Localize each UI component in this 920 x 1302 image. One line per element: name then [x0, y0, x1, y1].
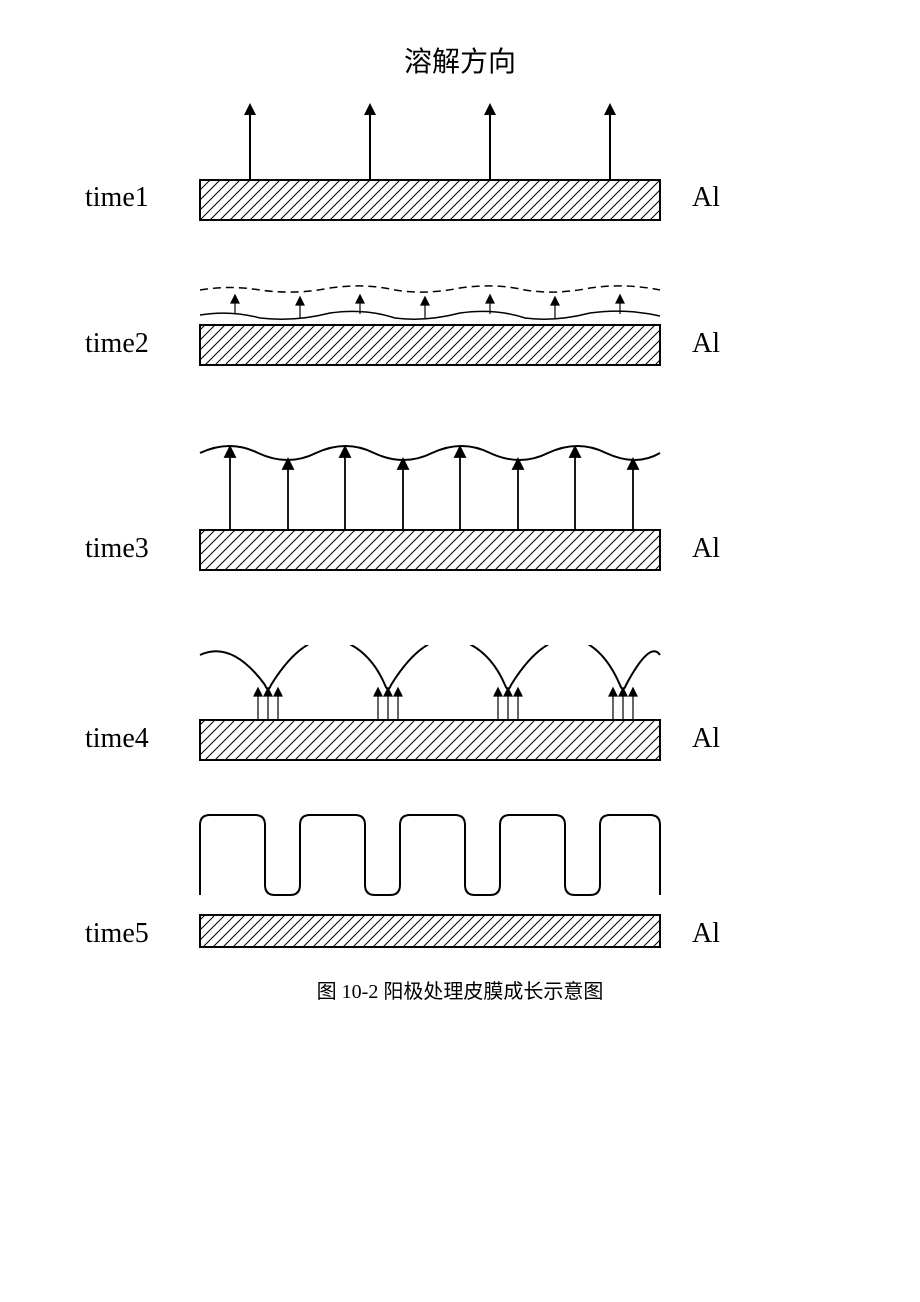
stage3-svg: [0, 435, 920, 595]
figure-caption: 图 10-2 阳极处理皮膜成长示意图: [0, 975, 920, 1004]
stage-time5: time5 Al: [0, 810, 920, 970]
stage-time3: time3 Al: [0, 435, 920, 595]
stage-time4: time4 Al: [0, 645, 920, 785]
stage4-svg: [0, 645, 920, 785]
stage-time1: time1 Al: [0, 100, 920, 240]
stage-time2: time2 Al: [0, 280, 920, 390]
diagram-title: 溶解方向: [0, 40, 920, 80]
stage5-svg: [0, 810, 920, 970]
stage1-svg: [0, 100, 920, 240]
stage2-svg: [0, 280, 920, 390]
